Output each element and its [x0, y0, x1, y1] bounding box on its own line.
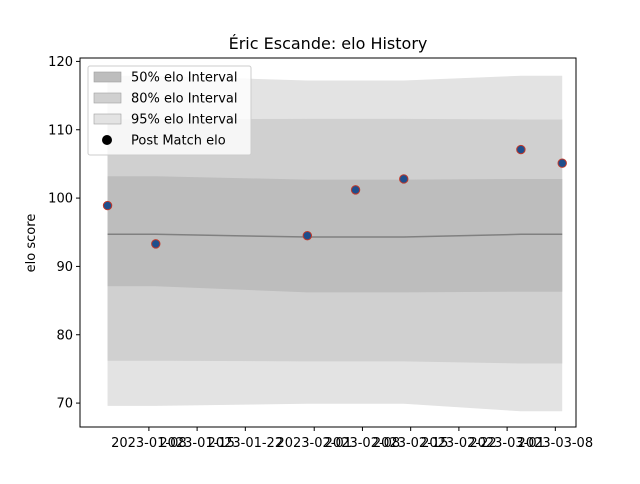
- y-tick-label: 110: [48, 123, 73, 138]
- post-match-point: [102, 200, 113, 211]
- legend: 50% elo Interval 80% elo Interval 95% elo …: [87, 65, 252, 156]
- y-tick-label: 70: [56, 397, 73, 412]
- x-tick-label: 2023-01-15: [159, 436, 235, 451]
- legend-label-band50: 50% elo Interval: [131, 71, 238, 86]
- x-tick-label: 2023-02-08: [325, 436, 401, 451]
- legend-label-points: Post Match elo: [131, 134, 226, 149]
- legend-label-band80: 80% elo Interval: [131, 92, 238, 107]
- post-match-point: [151, 239, 161, 249]
- legend-swatch-band50: [93, 71, 122, 83]
- y-tick-label: 120: [48, 55, 73, 70]
- y-axis-label: elo score: [24, 214, 39, 273]
- post-match-point: [302, 230, 313, 241]
- axes-frame: [79, 57, 577, 428]
- post-match-point: [399, 174, 409, 184]
- legend-box: [87, 65, 252, 156]
- chart-title: Éric Escande: elo History: [229, 34, 428, 53]
- mean-elo-line: [107, 233, 563, 238]
- band-50-area: [107, 176, 563, 293]
- x-tick-label: 2023-03-08: [518, 436, 594, 451]
- legend-swatch-band80: [93, 92, 122, 104]
- x-tick-label: 2023-02-22: [421, 436, 497, 451]
- legend-label-band95: 95% elo Interval: [131, 113, 238, 128]
- post-match-point: [557, 158, 567, 168]
- plot-area: [102, 75, 567, 412]
- post-match-point: [350, 185, 361, 195]
- x-tick-label: 2023-03-01: [469, 436, 545, 451]
- y-tick-label: 80: [56, 328, 73, 343]
- legend-marker-points: [102, 135, 112, 145]
- x-tick-label: 2023-02-15: [373, 436, 449, 451]
- y-tick-label: 90: [56, 260, 73, 275]
- axes: 7080901001101202023-01-082023-01-152023-…: [48, 55, 593, 451]
- x-tick-label: 2023-01-08: [111, 436, 187, 451]
- y-tick-label: 100: [48, 192, 73, 207]
- x-tick-label: 2023-01-22: [208, 436, 284, 451]
- legend-swatch-band95: [93, 113, 122, 125]
- x-tick-label: 2023-02-01: [276, 436, 352, 451]
- post-match-point: [516, 144, 526, 155]
